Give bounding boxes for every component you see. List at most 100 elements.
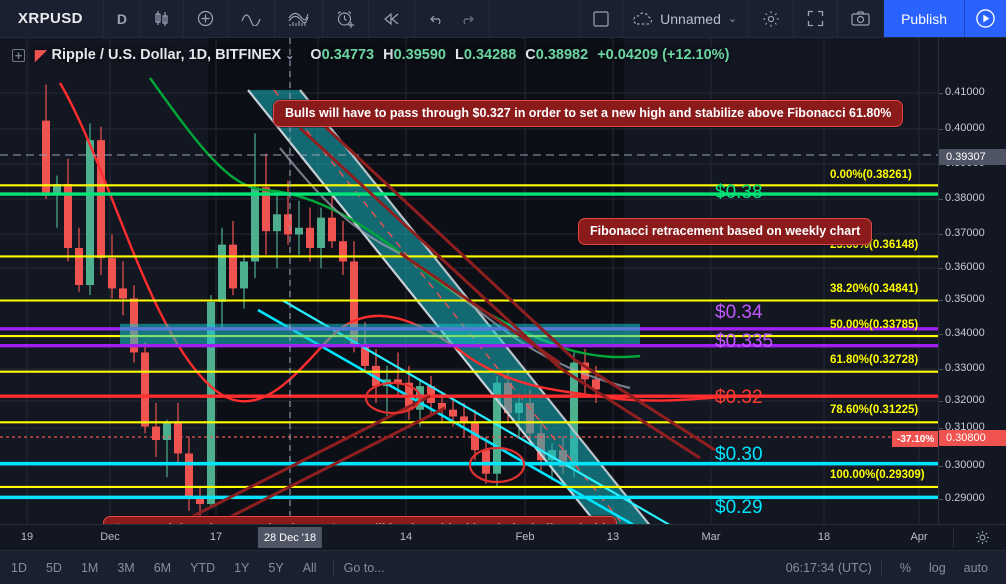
redo-button[interactable] xyxy=(453,0,491,37)
undo-button[interactable] xyxy=(415,0,453,37)
annotation-note[interactable]: Fibonacci retracement based on weekly ch… xyxy=(578,218,873,245)
time-tick: 14 xyxy=(399,531,413,543)
price-level-label[interactable]: $0.38 xyxy=(715,182,763,203)
replay-button[interactable] xyxy=(369,0,416,37)
price-tick: 0.29000 xyxy=(939,492,985,504)
range-button[interactable]: 5Y xyxy=(268,560,284,575)
bottom-toolbar: 1D 5D 1M 3M 6M YTD 1Y 5Y All Go to... 06:17:34 (… xyxy=(0,550,1006,584)
time-scale[interactable]: 19Dec17914Feb13Mar18Apr28 Dec '18 xyxy=(0,524,1006,550)
price-scale[interactable]: 0.410000.400000.390000.380000.370000.360… xyxy=(938,38,1006,524)
fibonacci-level-label[interactable]: 61.80%(0.32728) xyxy=(830,354,919,366)
snapshot-button[interactable] xyxy=(838,0,885,37)
go-to-button[interactable]: Go to... xyxy=(343,560,385,575)
range-button[interactable]: 1D xyxy=(11,560,27,575)
time-tick: Apr xyxy=(910,531,928,543)
time-tick: 17 xyxy=(209,531,223,543)
chart-container[interactable]: + ◤ Ripple / U.S. Dollar, 1D, BITFINEX ⌄… xyxy=(0,38,1006,524)
fibonacci-level-label[interactable]: 100.00%(0.29309) xyxy=(830,469,925,481)
clock-label[interactable]: 06:17:34 (UTC) xyxy=(785,560,872,575)
ohlc-close-key: C xyxy=(525,47,536,63)
chevron-down-icon[interactable]: ⌄ xyxy=(285,49,295,62)
range-button[interactable]: 6M xyxy=(153,560,172,575)
alert-button[interactable] xyxy=(323,0,370,37)
price-level-label[interactable]: $0.335 xyxy=(715,331,774,352)
range-button[interactable]: YTD xyxy=(190,560,216,575)
expand-icon[interactable]: + xyxy=(12,48,25,62)
scale-option-auto[interactable]: auto xyxy=(963,560,988,575)
indicators-button[interactable] xyxy=(275,0,324,37)
ohlc-low-key: L xyxy=(455,47,464,63)
divider xyxy=(880,559,882,576)
last-price-badge: 0.30800 xyxy=(939,430,1006,446)
range-button[interactable]: 3M xyxy=(117,560,135,575)
price-level-label[interactable]: $0.30 xyxy=(715,444,763,465)
play-button[interactable] xyxy=(965,0,1006,37)
fibonacci-level-label[interactable]: 38.20%(0.34841) xyxy=(830,283,919,295)
redo-icon xyxy=(459,12,476,26)
annotation-note[interactable]: Bulls will have to pass through $0.327 i… xyxy=(273,100,904,127)
time-scale-settings-icon[interactable] xyxy=(975,530,990,545)
price-tick: 0.32000 xyxy=(939,394,985,406)
chevron-down-icon: ⌄ xyxy=(727,13,738,25)
wave-line-icon xyxy=(241,12,261,26)
chart-type-button[interactable] xyxy=(141,0,185,37)
crosshair-price-badge: 0.39307 xyxy=(939,149,1006,165)
price-tick: 0.41000 xyxy=(939,86,985,98)
ohlc-high-value: 0.39590 xyxy=(393,47,446,63)
legend-title[interactable]: Ripple / U.S. Dollar, 1D, BITFINEX xyxy=(51,47,282,63)
camera-icon xyxy=(851,11,870,26)
fibonacci-level-label[interactable]: 78.60%(0.31225) xyxy=(830,404,919,416)
chart-legend: + ◤ Ripple / U.S. Dollar, 1D, BITFINEX ⌄… xyxy=(12,46,729,64)
settings-button[interactable] xyxy=(749,0,795,37)
price-tick: 0.37000 xyxy=(939,227,985,239)
range-button[interactable]: 5D xyxy=(45,560,62,575)
time-tick: Dec xyxy=(100,531,120,543)
symbol-flag-icon: ◤ xyxy=(35,47,47,64)
layout-icon xyxy=(593,10,609,27)
annotation-note[interactable]: $0.30 and then the December low at $0.29… xyxy=(103,516,618,524)
interval-button[interactable]: D xyxy=(104,0,142,37)
price-tick: 0.40000 xyxy=(939,122,985,134)
ohlc-close-value: 0.38982 xyxy=(535,47,589,63)
chart-name-button[interactable]: Unnamed ⌄ xyxy=(623,0,750,37)
scale-option-percent[interactable]: % xyxy=(899,560,911,575)
time-tick: 19 xyxy=(20,531,34,543)
add-compare-button[interactable] xyxy=(184,0,229,37)
range-button[interactable]: All xyxy=(302,560,317,575)
ohlc-open-key: O xyxy=(310,47,322,63)
ohlc-open-value: 0.34773 xyxy=(321,47,375,63)
scale-option-log[interactable]: log xyxy=(928,560,946,575)
symbol-label: XRPUSD xyxy=(18,10,83,27)
price-level-label[interactable]: $0.32 xyxy=(715,387,763,408)
fullscreen-button[interactable] xyxy=(794,0,839,37)
price-tick: 0.36000 xyxy=(939,261,985,273)
price-tick: 0.30000 xyxy=(939,459,985,471)
fullscreen-icon xyxy=(807,10,824,27)
price-level-label[interactable]: $0.29 xyxy=(715,497,763,518)
time-tick: Mar xyxy=(701,531,721,543)
ohlc-low-value: 0.34288 xyxy=(463,47,517,63)
scale-options: % log auto xyxy=(891,561,1006,575)
layout-button[interactable] xyxy=(580,0,624,37)
range-button[interactable]: 1M xyxy=(80,560,99,575)
indicators-icon xyxy=(288,10,309,27)
fibonacci-level-label[interactable]: 50.00%(0.33785) xyxy=(830,319,919,331)
undo-icon xyxy=(428,12,445,26)
price-tick: 0.35000 xyxy=(939,293,985,305)
time-tick: 13 xyxy=(606,531,620,543)
fibonacci-level-label[interactable]: 0.00%(0.38261) xyxy=(830,169,912,181)
publish-button[interactable]: Publish xyxy=(884,0,965,37)
time-tick: Feb xyxy=(515,531,535,543)
symbol-button[interactable]: XRPUSD xyxy=(0,0,104,37)
price-tick: 0.33000 xyxy=(939,362,985,374)
price-level-label[interactable]: $0.34 xyxy=(715,302,763,323)
play-icon xyxy=(975,8,996,29)
time-tick: 18 xyxy=(817,531,831,543)
line-tool-button[interactable] xyxy=(228,0,276,37)
axis-divider xyxy=(953,528,954,548)
chart-name-label: Unnamed xyxy=(660,10,721,27)
change-percent-badge: -37.10% xyxy=(892,431,938,447)
cloud-icon xyxy=(632,11,653,26)
price-tick: 0.38000 xyxy=(939,192,985,204)
range-button[interactable]: 1Y xyxy=(234,560,250,575)
